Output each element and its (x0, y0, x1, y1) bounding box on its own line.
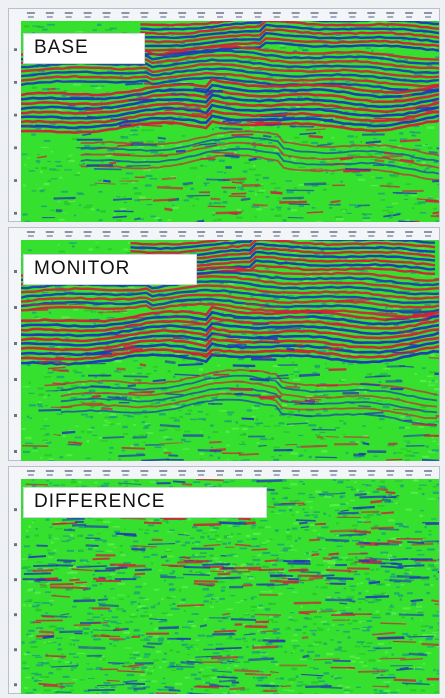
base-seismic-section (21, 21, 439, 223)
difference-seismic-section (21, 479, 439, 694)
base-left-ruler (9, 21, 21, 221)
difference-panel: DIFFERENCE (8, 466, 440, 694)
monitor-panel: MONITOR (8, 227, 440, 461)
base-panel: BASE (8, 8, 440, 223)
difference-left-ruler (9, 479, 21, 693)
difference-label: DIFFERENCE (23, 487, 267, 518)
monitor-label: MONITOR (23, 254, 197, 285)
base-label: BASE (23, 33, 145, 64)
monitor-left-ruler (9, 240, 21, 460)
monitor-top-ruler (9, 228, 439, 240)
difference-top-ruler (9, 467, 439, 479)
monitor-seismic-section (21, 240, 439, 461)
base-top-ruler (9, 9, 439, 21)
